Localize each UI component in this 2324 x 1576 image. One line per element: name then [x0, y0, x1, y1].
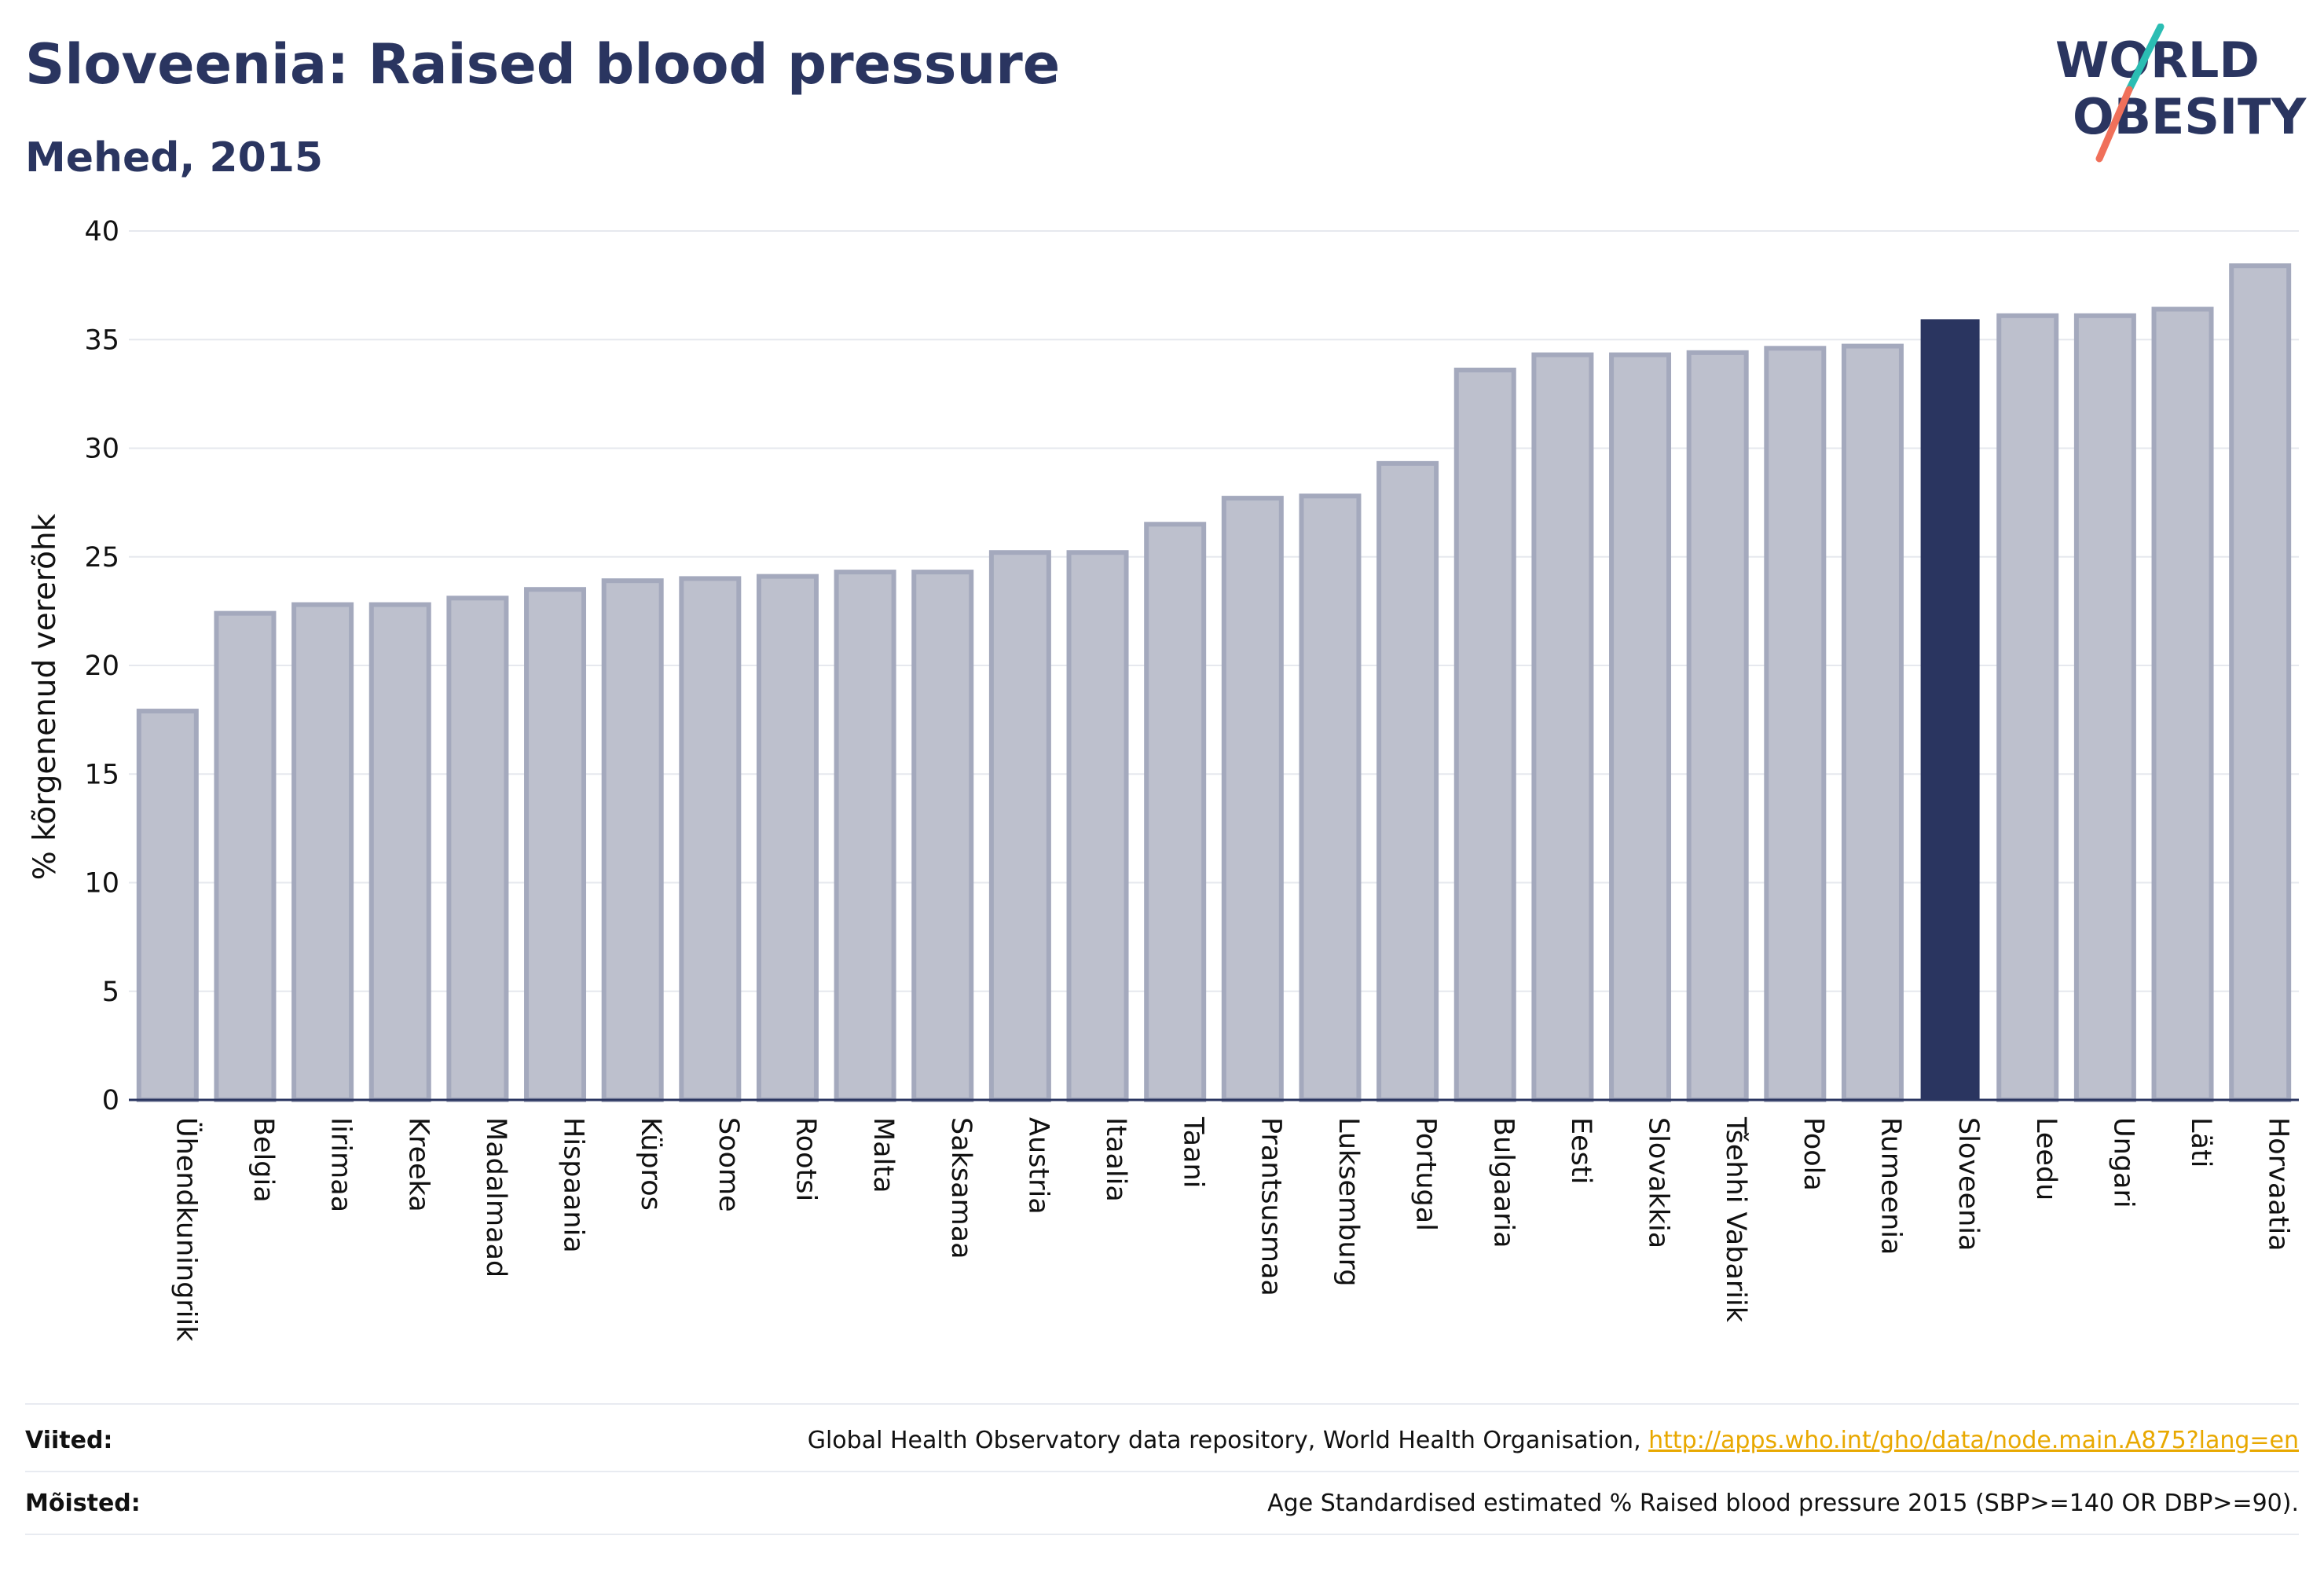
- x-tick-label: Taani: [1178, 1116, 1209, 1188]
- x-tick-label: Kreeka: [402, 1117, 434, 1212]
- bar: [214, 610, 277, 1102]
- bar-highlight: [1920, 319, 1980, 1101]
- sources-text: Global Health Observatory data repositor…: [807, 1426, 1649, 1454]
- x-tick-label: Rumeenia: [1875, 1117, 1906, 1255]
- x-tick-label: Küpros: [635, 1117, 666, 1211]
- bar: [756, 574, 819, 1102]
- bar: [136, 709, 199, 1102]
- logo-slash-teal: [2125, 24, 2165, 93]
- y-tick-label: 40: [84, 216, 119, 247]
- world-obesity-logo: WORLD OBESITY: [2055, 24, 2307, 163]
- x-tick-label: Hispaania: [558, 1117, 589, 1253]
- bar: [601, 578, 664, 1102]
- x-tick-label: Saksamaa: [945, 1117, 977, 1259]
- bar: [2073, 313, 2136, 1102]
- chart-title: Sloveenia: Raised blood pressure: [25, 32, 1061, 97]
- y-tick-label: 15: [84, 759, 119, 790]
- bars: [136, 263, 2292, 1103]
- bar: [1609, 352, 1672, 1103]
- chart-subtitle: Mehed, 2015: [25, 134, 324, 181]
- sources-link[interactable]: http://apps.who.int/gho/data/node.main.A…: [1648, 1426, 2299, 1454]
- x-tick-label: Prantsusmaa: [1255, 1117, 1286, 1296]
- bar: [1841, 343, 1904, 1103]
- y-tick-label: 10: [84, 868, 119, 900]
- sources-content: Global Health Observatory data repositor…: [808, 1427, 2299, 1454]
- bar-chart: 0 5 10 15 20 25 30 35 40 Ühendkuningriik Belgia Ii…: [27, 216, 2299, 1342]
- x-tick-label: Rootsi: [790, 1117, 821, 1201]
- y-tick-label: 20: [84, 651, 119, 682]
- x-tick-label: Leedu: [2030, 1117, 2062, 1200]
- x-tick-label: Bulgaaria: [1487, 1117, 1519, 1248]
- x-tick-label: Sloveenia: [1952, 1117, 1984, 1252]
- footer-divider-bottom: [25, 1534, 2299, 1535]
- x-tick-label: Luksemburg: [1332, 1117, 1364, 1287]
- x-tick-label: Malta: [867, 1117, 899, 1193]
- x-tick-label: Ühendkuningriik: [170, 1117, 203, 1342]
- x-tick-label: Belgia: [247, 1117, 279, 1203]
- bar: [1764, 346, 1827, 1102]
- x-tick-label: Horvaatia: [2263, 1117, 2294, 1252]
- x-tick-label: Eesti: [1565, 1117, 1596, 1184]
- bar: [679, 576, 742, 1102]
- footer-divider-top: [25, 1403, 2299, 1405]
- bar: [1299, 493, 1362, 1102]
- bar: [1144, 522, 1207, 1102]
- bar: [988, 550, 1051, 1102]
- bar: [1066, 550, 1129, 1102]
- x-tick-label: Austria: [1022, 1117, 1054, 1215]
- bar: [834, 570, 896, 1102]
- bar: [1453, 367, 1516, 1102]
- y-tick-label: 25: [84, 542, 119, 574]
- definitions-label: Mõisted:: [25, 1489, 141, 1517]
- sources-label: Viited:: [25, 1426, 113, 1454]
- bar: [1531, 352, 1594, 1103]
- x-tick-label: Läti: [2185, 1117, 2216, 1167]
- x-tick-label: Slovakkia: [1643, 1117, 1674, 1248]
- bar: [524, 587, 587, 1102]
- x-tick-label: Portugal: [1410, 1117, 1442, 1231]
- x-tick-label: Ungari: [2107, 1117, 2139, 1208]
- footer-sources-row: Viited: Global Health Observatory data r…: [25, 1409, 2299, 1471]
- bar: [911, 570, 974, 1102]
- x-tick-label: Iirimaa: [325, 1117, 357, 1212]
- footer-divider-middle: [25, 1471, 2299, 1472]
- y-axis-ticks: 0 5 10 15 20 25 30 35 40: [84, 216, 119, 1116]
- bar: [2229, 263, 2292, 1102]
- y-tick-label: 30: [84, 434, 119, 465]
- x-tick-label: Tšehhi Vabariik: [1720, 1116, 1751, 1323]
- definitions-text: Age Standardised estimated % Raised bloo…: [1267, 1489, 2299, 1517]
- y-tick-label: 5: [102, 977, 119, 1008]
- logo-slash-coral: [2095, 86, 2133, 163]
- bar: [291, 602, 354, 1102]
- footer-definitions-row: Mõisted: Age Standardised estimated % Ra…: [25, 1472, 2299, 1534]
- bar: [1221, 496, 1284, 1102]
- x-axis-ticks: Ühendkuningriik Belgia Iirimaa Kreeka Madalm…: [170, 1116, 2293, 1342]
- bar: [446, 596, 509, 1102]
- x-tick-label: Soome: [713, 1117, 744, 1212]
- bar: [2151, 306, 2214, 1103]
- x-tick-label: Itaalia: [1100, 1117, 1131, 1202]
- bar: [1686, 350, 1749, 1102]
- bar: [368, 602, 431, 1102]
- y-axis-label: % kõrgenenud vererõhk: [27, 513, 63, 880]
- bar: [1376, 460, 1439, 1102]
- y-tick-label: 0: [102, 1085, 119, 1116]
- bar: [1996, 313, 2059, 1102]
- x-tick-label: Poola: [1798, 1117, 1829, 1191]
- x-tick-label: Madalmaad: [480, 1117, 511, 1277]
- y-tick-label: 35: [84, 324, 119, 356]
